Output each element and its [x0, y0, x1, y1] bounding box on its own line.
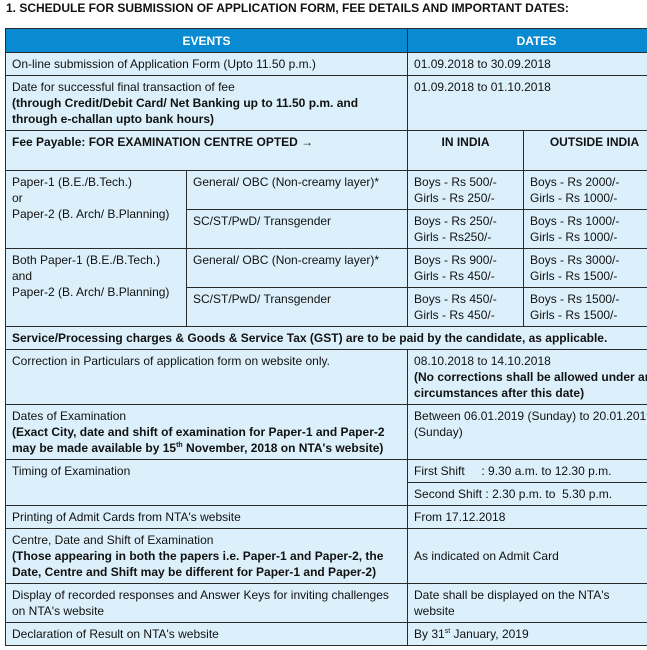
india-fee-cell: Boys - Rs 250/- Girls - Rs250/-: [407, 209, 525, 249]
event-text: Date for successful final transaction of…: [12, 80, 235, 94]
in-india-header: IN INDIA: [407, 130, 525, 171]
table-row: Declaration of Result on NTA's website B…: [4, 622, 647, 646]
date-text: 08.10.2018 to 14.10.2018: [414, 354, 551, 368]
date-cell: By 31st January, 2019: [407, 622, 647, 646]
event-cell: Timing of Examination: [4, 459, 409, 506]
date-cell: From 17.12.2018: [407, 505, 647, 529]
event-note: (Those appearing in both the papers i.e.…: [12, 549, 384, 579]
paper-line: or: [12, 191, 23, 205]
event-cell: On-line submission of Application Form (…: [4, 52, 409, 76]
fee-row: Both Paper-1 (B.E./B.Tech.) and Paper-2 (B…: [5, 248, 647, 327]
date-cell: 01.09.2018 to 30.09.2018: [407, 52, 647, 76]
table-row: Timing of Examination First Shift : 9.30…: [4, 459, 647, 506]
table-row: On-line submission of Application Form (…: [4, 52, 647, 76]
event-cell: Centre, Date and Shift of Examination (Th…: [4, 528, 409, 584]
outside-fee-cell: Boys - Rs 3000/- Girls - Rs 1500/-: [523, 248, 647, 288]
date-note: (No corrections shall be allowed under a…: [414, 370, 647, 400]
event-cell: Display of recorded responses and Answer…: [4, 583, 409, 623]
event-text: Centre, Date and Shift of Examination: [12, 533, 214, 547]
india-fee-cell: Boys - Rs 450/- Girls - Rs 450/-: [407, 287, 525, 327]
table-row: Display of recorded responses and Answer…: [4, 583, 647, 623]
date-cell: Between 06.01.2019 (Sunday) to 20.01.201…: [407, 404, 647, 460]
paper-line: Paper-1 (B.E./B.Tech.): [12, 175, 133, 189]
fee-row: Paper-1 (B.E./B.Tech.) or Paper-2 (B. Arch…: [5, 170, 647, 249]
date-cell: Date shall be displayed on the NTA's web…: [407, 583, 647, 623]
second-shift: Second Shift : 2.30 p.m. to 5.30 p.m.: [407, 482, 647, 506]
first-shift: First Shift : 9.30 a.m. to 12.30 p.m.: [407, 459, 647, 483]
gst-row: Service/Processing charges & Goods & Ser…: [4, 326, 647, 350]
paper-line: and: [12, 269, 33, 283]
paper-cell: Paper-1 (B.E./B.Tech.) or Paper-2 (B. Arch…: [5, 170, 187, 249]
event-note: (through Credit/Debit Card/ Net Banking …: [12, 96, 359, 126]
category-cell: SC/ST/PwD/ Transgender: [185, 287, 409, 327]
fee-row: SC/ST/PwD/ Transgender Boys - Rs 250/- Gir…: [6, 209, 647, 249]
india-fee-cell: Boys - Rs 900/- Girls - Rs 450/-: [407, 248, 525, 288]
outside-india-header: OUTSIDE INDIA: [523, 130, 647, 171]
event-cell: Correction in Particulars of application…: [4, 349, 409, 405]
table-row: Correction in Particulars of application…: [4, 349, 647, 405]
events-header: EVENTS: [4, 28, 409, 53]
india-fee-cell: Boys - Rs 500/- Girls - Rs 250/-: [407, 170, 525, 210]
table-row: Dates of Examination (Exact City, date an…: [4, 404, 647, 460]
event-cell: Date for successful final transaction of…: [4, 75, 409, 131]
outside-fee-cell: Boys - Rs 2000/- Girls - Rs 1000/-: [523, 170, 647, 210]
outside-fee-cell: Boys - Rs 1000/- Girls - Rs 1000/-: [523, 209, 647, 249]
paper-cell: Both Paper-1 (B.E./B.Tech.) and Paper-2 (B…: [5, 248, 187, 327]
date-cell: As indicated on Admit Card: [407, 528, 647, 584]
category-cell: General/ OBC (Non-creamy layer)*: [185, 248, 409, 288]
event-text: Dates of Examination: [12, 409, 127, 423]
table-row: Printing of Admit Cards from NTA's websi…: [4, 505, 647, 529]
table-row: Date for successful final transaction of…: [4, 75, 647, 131]
event-note: (Exact City, date and shift of examinati…: [12, 425, 385, 455]
table-row: Centre, Date and Shift of Examination (Th…: [4, 528, 647, 584]
paper-line: Paper-2 (B. Arch/ B.Planning): [12, 285, 170, 299]
paper-line: Both Paper-1 (B.E./B.Tech.): [12, 253, 161, 267]
schedule-table: EVENTS DATES On-line submission of Appli…: [4, 28, 647, 646]
table-row: Second Shift : 2.30 p.m. to 5.30 p.m.: [6, 482, 647, 506]
section-title: 1. SCHEDULE FOR SUBMISSION OF APPLICATIO…: [6, 1, 569, 15]
dates-header: DATES: [407, 28, 647, 53]
fee-row: SC/ST/PwD/ Transgender Boys - Rs 450/- Gir…: [6, 287, 647, 327]
paper-line: Paper-2 (B. Arch/ B.Planning): [12, 207, 170, 221]
category-cell: SC/ST/PwD/ Transgender: [185, 209, 409, 249]
category-cell: General/ OBC (Non-creamy layer)*: [185, 170, 409, 210]
fee-header-row: Fee Payable: FOR EXAMINATION CENTRE OPTE…: [4, 130, 647, 171]
date-cell: 08.10.2018 to 14.10.2018 (No corrections …: [407, 349, 647, 405]
event-cell: Declaration of Result on NTA's website: [4, 622, 409, 646]
table-header-row: EVENTS DATES: [4, 28, 647, 53]
outside-fee-cell: Boys - Rs 1500/- Girls - Rs 1500/-: [523, 287, 647, 327]
event-cell: Dates of Examination (Exact City, date an…: [4, 404, 409, 460]
date-cell: 01.09.2018 to 01.10.2018: [407, 75, 647, 131]
fee-payable-label: Fee Payable: FOR EXAMINATION CENTRE OPTE…: [4, 130, 409, 171]
event-cell: Printing of Admit Cards from NTA's websi…: [4, 505, 409, 529]
gst-note: Service/Processing charges & Goods & Ser…: [4, 326, 647, 350]
